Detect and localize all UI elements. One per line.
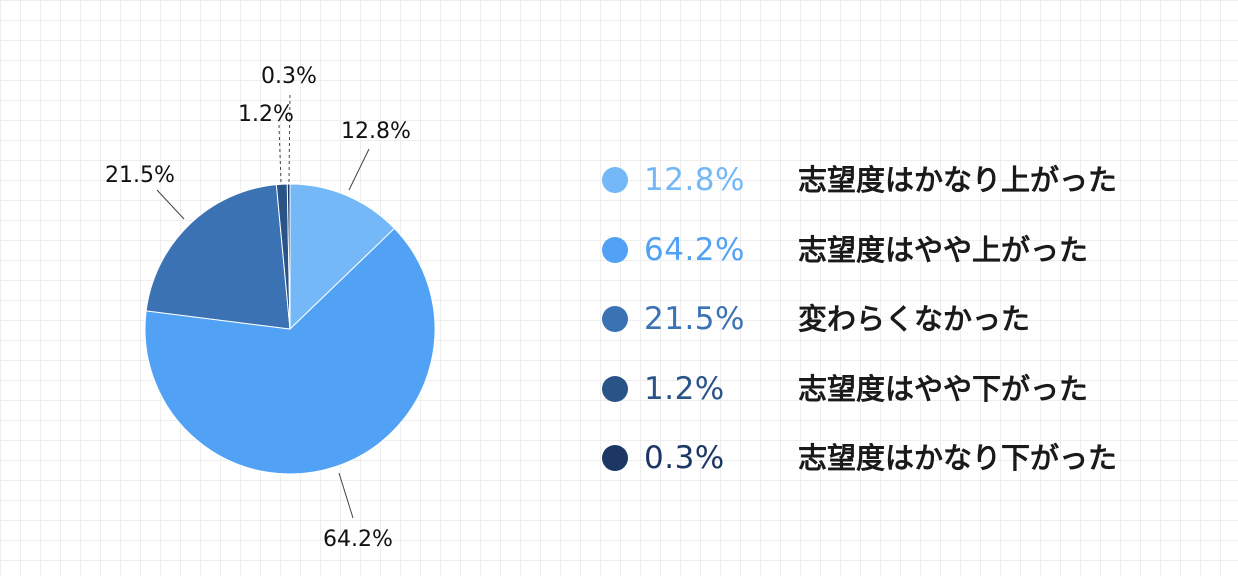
legend-label: 志望度はかなり上がった	[798, 163, 1118, 197]
legend-percent: 12.8%	[644, 162, 745, 198]
legend-percent: 21.5%	[644, 301, 745, 337]
legend-swatch-icon	[602, 445, 628, 471]
leader-line	[348, 148, 370, 191]
leader-line	[156, 189, 185, 220]
legend-swatch-icon	[602, 167, 628, 193]
pie-slice	[286, 183, 291, 330]
pie-slice	[289, 183, 396, 331]
legend-label: 志望度はやや下がった	[798, 371, 1089, 406]
legend-percent: 1.2%	[644, 370, 725, 407]
leader-line	[278, 124, 282, 183]
legend-label: 志望度はやや上がった	[798, 232, 1089, 267]
legend-item: 1.2% 志望度はやや下がった	[600, 369, 1200, 439]
legend-swatch-icon	[602, 306, 628, 332]
legend-item: 0.3% 志望度はかなり下がった	[600, 438, 1200, 508]
legend-item: 12.8% 志望度はかなり上がった	[600, 160, 1200, 230]
legend-label: 志望度はかなり下がった	[798, 441, 1118, 475]
legend: 12.8% 志望度はかなり上がった 64.2% 志望度はやや上がった 21.5%…	[600, 160, 1200, 508]
data-label: 21.5%	[105, 163, 175, 188]
pie-slice	[144, 227, 436, 475]
legend-label: 変わらくなかった	[798, 302, 1031, 336]
leader-line	[338, 472, 354, 519]
legend-swatch-icon	[602, 375, 628, 402]
legend-percent: 0.3%	[644, 440, 725, 476]
legend-percent: 64.2%	[644, 231, 745, 268]
data-label: 12.8%	[341, 119, 411, 144]
data-label: 64.2%	[323, 527, 393, 552]
legend-swatch-icon	[602, 236, 628, 263]
legend-item: 64.2% 志望度はやや上がった	[600, 230, 1200, 300]
legend-item: 21.5% 変わらくなかった	[600, 299, 1200, 369]
data-label: 1.2%	[238, 102, 294, 127]
pie-slice	[145, 184, 291, 330]
data-label: 0.3%	[261, 64, 317, 89]
